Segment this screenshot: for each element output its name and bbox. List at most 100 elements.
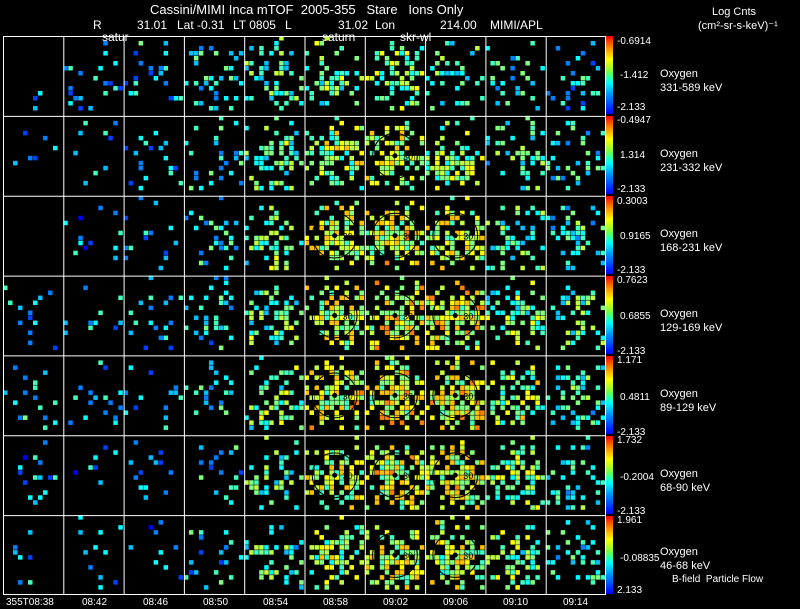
pixel bbox=[480, 255, 485, 261]
pixel bbox=[480, 525, 485, 530]
pixel bbox=[138, 160, 144, 166]
pixel bbox=[299, 76, 304, 81]
pixel bbox=[575, 245, 581, 251]
pixel bbox=[279, 66, 284, 71]
pixel bbox=[158, 66, 164, 71]
pixel bbox=[470, 170, 475, 176]
pixel bbox=[505, 555, 510, 560]
pixel bbox=[339, 570, 344, 575]
pixel bbox=[590, 205, 596, 211]
pixel bbox=[535, 380, 540, 385]
pixel bbox=[560, 395, 566, 400]
pixel bbox=[580, 330, 586, 336]
pixel bbox=[580, 545, 586, 550]
pixel bbox=[249, 340, 254, 346]
pixel bbox=[465, 480, 470, 485]
pixel bbox=[133, 320, 139, 326]
pixel bbox=[384, 565, 390, 570]
pixel bbox=[274, 315, 279, 321]
pixel bbox=[565, 295, 571, 301]
pixel bbox=[284, 390, 289, 395]
pixel bbox=[319, 76, 324, 81]
pixel bbox=[83, 550, 88, 555]
pixel bbox=[570, 465, 576, 470]
pixel bbox=[369, 330, 375, 336]
pixel bbox=[419, 315, 425, 321]
pixel bbox=[480, 380, 485, 385]
pixel bbox=[274, 340, 279, 346]
pixel bbox=[389, 555, 395, 560]
pixel bbox=[299, 425, 304, 430]
pixel bbox=[470, 390, 475, 395]
pixel bbox=[475, 320, 480, 326]
pixel bbox=[379, 415, 385, 420]
pixel bbox=[510, 460, 515, 465]
pixel bbox=[339, 425, 344, 430]
pixel bbox=[138, 135, 144, 141]
saturn-marker bbox=[332, 392, 338, 398]
pixel bbox=[425, 330, 430, 336]
pixel bbox=[389, 580, 395, 585]
pixel bbox=[143, 485, 149, 490]
pixel bbox=[525, 405, 530, 410]
pixel bbox=[364, 245, 370, 251]
pixel bbox=[389, 71, 395, 76]
pixel bbox=[465, 250, 470, 256]
pixel bbox=[213, 370, 219, 375]
pixel bbox=[435, 560, 440, 565]
pixel bbox=[304, 150, 309, 156]
pixel bbox=[309, 480, 314, 485]
pixel bbox=[244, 66, 249, 71]
pixel bbox=[585, 76, 591, 81]
pixel bbox=[218, 225, 224, 231]
pixel bbox=[540, 210, 545, 216]
pixel bbox=[314, 245, 319, 251]
pixel bbox=[269, 150, 274, 156]
pixel bbox=[369, 150, 375, 156]
pixel bbox=[379, 410, 385, 415]
pixel bbox=[470, 330, 475, 336]
pixel bbox=[419, 460, 425, 465]
pixel bbox=[515, 330, 520, 336]
pixel bbox=[168, 320, 174, 326]
pixel bbox=[238, 81, 244, 86]
pixel bbox=[404, 415, 410, 420]
pixel bbox=[465, 230, 470, 236]
pixel bbox=[455, 61, 460, 66]
pixel bbox=[218, 580, 224, 585]
pixel bbox=[470, 250, 475, 256]
pixel bbox=[525, 185, 530, 191]
pixel bbox=[339, 365, 344, 370]
pixel bbox=[389, 375, 395, 380]
pixel bbox=[344, 280, 349, 286]
pixel bbox=[470, 470, 475, 475]
pixel bbox=[409, 410, 415, 415]
pixel bbox=[394, 470, 400, 475]
pixel bbox=[304, 490, 309, 495]
pixel bbox=[249, 405, 254, 410]
pixel bbox=[505, 285, 510, 291]
pixel bbox=[404, 450, 410, 455]
pixel bbox=[153, 460, 159, 465]
pixel bbox=[590, 295, 596, 301]
pixel bbox=[294, 545, 299, 550]
pixel bbox=[465, 375, 470, 380]
pixel bbox=[314, 555, 319, 560]
pixel bbox=[138, 165, 144, 171]
pixel bbox=[525, 235, 530, 241]
pixel bbox=[68, 66, 73, 71]
pixel bbox=[575, 390, 581, 395]
lon-value: 214.00 bbox=[440, 18, 477, 32]
pixel bbox=[309, 245, 314, 251]
pixel bbox=[163, 255, 169, 261]
pixel bbox=[259, 46, 264, 51]
pixel bbox=[264, 165, 269, 171]
pixel bbox=[419, 450, 425, 455]
pixel bbox=[18, 415, 23, 420]
pixel bbox=[173, 240, 179, 246]
pixel bbox=[575, 400, 581, 405]
pixel bbox=[430, 81, 435, 86]
pixel bbox=[223, 290, 229, 296]
pixel bbox=[113, 255, 118, 261]
pixel bbox=[28, 340, 33, 346]
